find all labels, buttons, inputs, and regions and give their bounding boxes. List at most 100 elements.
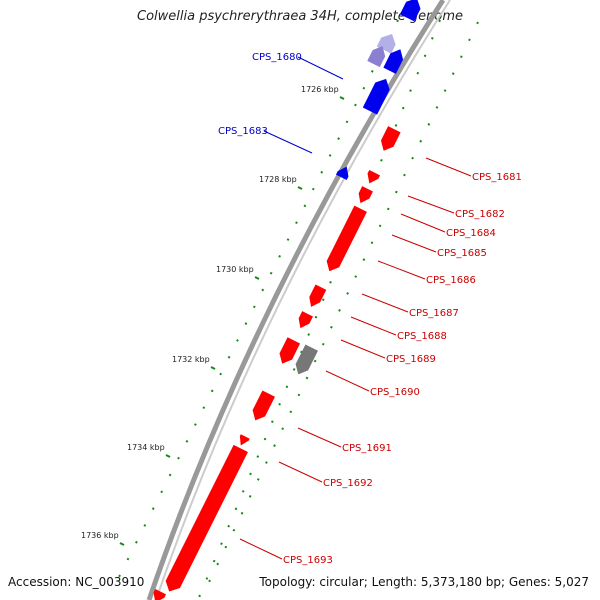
inner-tick (311, 187, 315, 191)
gene-arrow (399, 0, 421, 22)
outer-tick (208, 579, 211, 583)
inner-tick (345, 120, 349, 124)
gene-arrow (252, 390, 275, 421)
kbp-label: 1736 kbp (81, 531, 119, 540)
gene-arrow (153, 588, 167, 600)
inner-tick (278, 255, 281, 258)
gene-arrow (279, 337, 301, 364)
inner-tick (185, 440, 189, 443)
forward-leader (297, 56, 344, 80)
forward-gene-label: CPS_1683 (218, 126, 268, 137)
inner-tick (202, 406, 206, 410)
reverse-gene-label: CPS_1692 (323, 478, 373, 489)
kbp-tick (339, 96, 345, 100)
inner-tick (328, 154, 332, 157)
inner-tick (160, 490, 164, 494)
reverse-leader (325, 370, 370, 392)
reverse-leader (361, 293, 409, 313)
mid-tick (431, 37, 434, 40)
outer-tick (232, 528, 236, 532)
label-leader-lines (239, 56, 472, 560)
reverse-gene-label: CPS_1689 (386, 354, 436, 365)
gene-labels: CPS_1680 CPS_1683 CPS_1681 CPS_1682 CPS_1684… (218, 52, 522, 566)
outer-tick (346, 292, 349, 295)
reverse-gene-label: CPS_1684 (446, 228, 496, 239)
kbp-label: 1732 kbp (172, 355, 210, 364)
inner-tick (177, 456, 180, 460)
gene-arrow (380, 126, 401, 151)
reverse-gene-label: CPS_1687 (409, 308, 459, 319)
outer-tick (248, 495, 252, 498)
mid-tick (256, 455, 260, 458)
outer-tick (256, 478, 260, 481)
accession-text: Accession: NC_003910 (8, 575, 145, 589)
inner-tick (362, 86, 366, 90)
outer-tick (297, 393, 301, 397)
reverse-leader (377, 260, 426, 280)
inner-tick (244, 322, 248, 325)
outer-tick (338, 309, 341, 312)
inner-tick (295, 221, 298, 225)
inner-tick (354, 103, 357, 107)
inner-tick (135, 540, 138, 544)
outer-tick (240, 511, 244, 515)
outer-tick (354, 275, 358, 278)
outer-tick (468, 38, 471, 42)
reverse-leader (340, 339, 386, 359)
outer-tick (313, 359, 317, 363)
gene-arrow (298, 311, 313, 329)
kbp-label: 1726 kbp (301, 85, 339, 94)
mid-tick (321, 298, 325, 302)
inner-tick (118, 574, 121, 578)
outer-tick (370, 241, 374, 245)
inner-tick (337, 137, 340, 140)
inner-tick (236, 339, 239, 342)
outer-tick (386, 207, 390, 211)
outer-tick (435, 106, 439, 109)
reverse-gene-label: CPS_1682 (455, 209, 505, 220)
kbp-tick (165, 454, 171, 458)
gene-arrow (358, 186, 373, 204)
mid-tick (212, 559, 216, 563)
kbp-tick (210, 366, 216, 370)
reverse-gene-label: CPS_1681 (472, 172, 522, 183)
outer-tick (451, 72, 455, 75)
gene-arrow (367, 46, 386, 68)
mid-tick (285, 385, 289, 389)
mid-tick (438, 19, 441, 23)
kbp-label: 1730 kbp (216, 265, 254, 274)
mid-tick (241, 490, 245, 493)
backbone-line (146, 0, 446, 600)
map-title: Colwellia psychrerythraea 34H, complete … (137, 9, 463, 24)
reverse-leader (278, 461, 323, 483)
inner-tick (396, 19, 399, 23)
outer-tick (289, 410, 293, 414)
inner-tick (227, 355, 231, 359)
outer-tick (216, 562, 220, 566)
inner-tick (194, 423, 197, 426)
backbone-shadow (155, 0, 451, 600)
outer-tick (411, 156, 414, 160)
outer-tick (378, 224, 382, 228)
gene-arrow (239, 434, 250, 446)
inner-tick (126, 557, 130, 561)
gene-arrow (165, 444, 248, 592)
reverse-leader (350, 316, 397, 336)
inner-tick (370, 70, 374, 73)
outer-tick (395, 190, 398, 194)
inner-tick (151, 507, 155, 510)
inner-tick (261, 288, 265, 292)
mid-tick (263, 437, 267, 441)
kbp-tick (254, 276, 260, 280)
outer-tick (403, 173, 406, 177)
inner-tick (252, 305, 256, 309)
gene-arrow (383, 49, 404, 74)
outer-tick (321, 342, 325, 346)
gene-arrow (362, 78, 390, 115)
outer-tick (427, 123, 431, 126)
inner-tick (143, 524, 147, 527)
mid-tick (249, 472, 252, 476)
reverse-leader (239, 538, 283, 560)
mid-tick (292, 368, 296, 371)
outer-tick (443, 89, 447, 92)
